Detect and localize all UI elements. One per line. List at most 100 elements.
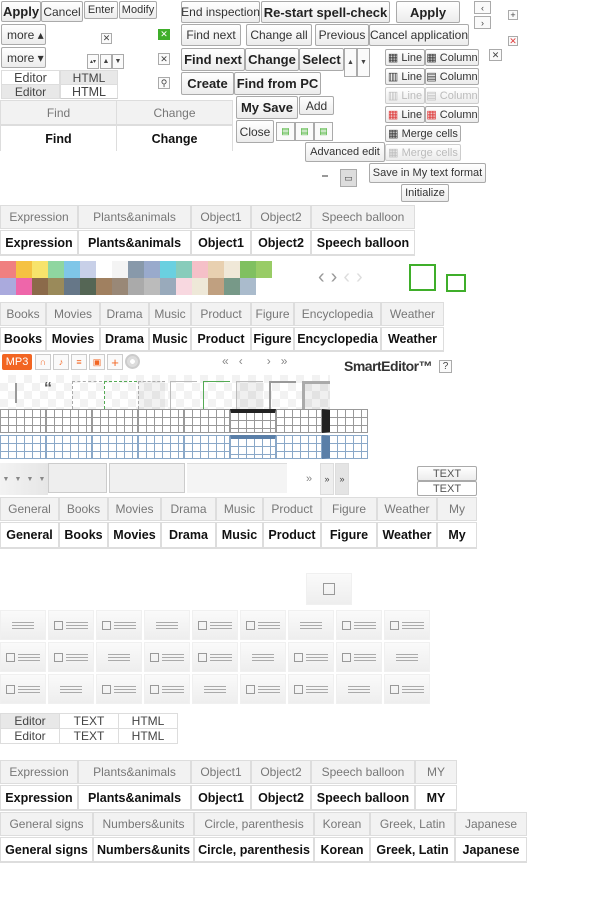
sticker-swatch[interactable] <box>96 261 112 278</box>
image-align-icon[interactable] <box>48 674 94 704</box>
image-align-icon[interactable] <box>96 610 142 640</box>
apply-button[interactable]: Apply <box>396 1 460 23</box>
dropdown-field[interactable] <box>187 463 287 493</box>
close-icon[interactable]: ✕ <box>489 49 502 61</box>
image-align-icon[interactable] <box>192 642 238 672</box>
cancel-application-button[interactable]: Cancel application <box>369 24 469 46</box>
image-align-icon[interactable] <box>336 610 382 640</box>
tab-weather[interactable]: Weather <box>381 302 444 326</box>
quote-solid-shaded-icon[interactable] <box>236 381 263 409</box>
split-column-button[interactable]: ▤ Column <box>425 68 479 85</box>
image-align-icon[interactable] <box>0 610 46 640</box>
image-align-icon[interactable] <box>240 642 286 672</box>
list-icon[interactable]: ≡ <box>71 354 87 370</box>
quote-thick-icon[interactable] <box>269 381 296 409</box>
image-align-icon[interactable] <box>192 610 238 640</box>
tab-music[interactable]: Music <box>149 327 191 352</box>
table-style-option[interactable] <box>230 409 276 433</box>
table-style-option[interactable] <box>46 435 92 459</box>
last-page-icon[interactable]: » <box>280 354 288 368</box>
tab-object1[interactable]: Object1 <box>191 230 251 256</box>
sticker-swatch[interactable] <box>192 261 208 278</box>
create-button[interactable]: Create <box>181 72 234 95</box>
dropdown-field[interactable] <box>109 463 185 493</box>
find-from-pc-button[interactable]: Find from PC <box>234 72 321 95</box>
tab-plants-animals[interactable]: Plants&animals <box>78 760 191 784</box>
sticker-swatch[interactable] <box>48 278 64 295</box>
tab-movies[interactable]: Movies <box>46 327 100 352</box>
more-icon[interactable]: » <box>335 463 349 495</box>
table-style-option[interactable] <box>0 435 46 459</box>
first-page-icon[interactable]: « <box>222 354 229 368</box>
tab-figure[interactable]: Figure <box>321 497 377 521</box>
chevron-down-icon[interactable]: ▼ <box>2 475 10 483</box>
sticker-swatch[interactable] <box>144 261 160 278</box>
tab-general-signs[interactable]: General signs <box>0 837 93 863</box>
close-icon[interactable]: ✕ <box>158 53 170 65</box>
tab-my[interactable]: MY <box>415 785 457 811</box>
sticker-swatch[interactable] <box>240 261 256 278</box>
sticker-swatch[interactable] <box>256 261 272 278</box>
sticker-swatch[interactable] <box>96 278 112 295</box>
delete-row-button[interactable]: ▦ Line <box>385 106 425 123</box>
tab-korean[interactable]: Korean <box>314 837 370 863</box>
dropdown-arrows[interactable]: ▼ ▼ ▼ ▼ <box>0 463 48 495</box>
tab-editor[interactable]: Editor <box>1 70 60 85</box>
sticker-swatch[interactable] <box>16 278 32 295</box>
sticker-swatch[interactable] <box>16 261 32 278</box>
sticker-swatch[interactable] <box>176 261 192 278</box>
tab-movies[interactable]: Movies <box>108 522 161 549</box>
tab-product[interactable]: Product <box>263 497 321 521</box>
tab-drama[interactable]: Drama <box>161 522 216 549</box>
tab-books[interactable]: Books <box>0 302 46 326</box>
prev-page-icon[interactable]: ‹ <box>238 354 243 368</box>
image-align-icon[interactable] <box>288 610 334 640</box>
tab-weather[interactable]: Weather <box>377 522 437 549</box>
sticker-swatch[interactable] <box>224 261 240 278</box>
sticker-swatch[interactable] <box>224 278 240 295</box>
tab-my[interactable]: My <box>437 522 477 549</box>
sticker-swatch[interactable] <box>128 278 144 295</box>
image-align-icon[interactable] <box>336 674 382 704</box>
sticker-swatch[interactable] <box>80 278 96 295</box>
image-align-icon[interactable] <box>144 674 190 704</box>
find-next-button[interactable]: Find next <box>181 24 241 46</box>
close-button[interactable]: Close <box>236 120 274 143</box>
tab-greek-latin[interactable]: Greek, Latin <box>370 812 455 836</box>
apply-button[interactable]: Apply <box>1 1 41 22</box>
tab-movies[interactable]: Movies <box>108 497 161 521</box>
chevron-left-icon[interactable]: ‹ <box>474 1 491 14</box>
save-my-text-format-button[interactable]: Save in My text format <box>369 163 486 183</box>
tab-drama[interactable]: Drama <box>161 497 216 521</box>
table-style-option[interactable] <box>322 409 368 433</box>
tab-expression[interactable]: Expression <box>0 785 78 811</box>
tab-korean[interactable]: Korean <box>314 812 370 836</box>
quote-dashed-icon[interactable] <box>72 381 102 409</box>
tab-change[interactable]: Change <box>116 100 233 125</box>
sticker-swatch[interactable] <box>160 278 176 295</box>
image-align-icon[interactable] <box>0 642 46 672</box>
tab-greek-latin[interactable]: Greek, Latin <box>370 837 455 863</box>
change-all-button[interactable]: Change all <box>246 24 312 46</box>
tab-numbers-units[interactable]: Numbers&units <box>93 812 194 836</box>
quote-bar-icon[interactable] <box>15 383 17 403</box>
sticker-swatch[interactable] <box>32 278 48 295</box>
image-align-icon[interactable] <box>288 674 334 704</box>
insert-column-button[interactable]: ▦ Column <box>425 49 479 66</box>
tab-object1[interactable]: Object1 <box>191 785 251 811</box>
table-style-option[interactable] <box>230 435 276 459</box>
image-align-icon[interactable] <box>288 642 334 672</box>
find-next-button[interactable]: Find next <box>181 48 245 71</box>
close-icon[interactable]: ✕ <box>101 33 112 44</box>
sticker-swatch[interactable] <box>144 278 160 295</box>
my-save-button[interactable]: My Save <box>236 96 298 119</box>
text-button[interactable]: TEXT <box>417 466 477 481</box>
table-style-option[interactable] <box>92 435 138 459</box>
sticker-swatch[interactable] <box>160 261 176 278</box>
sticker-swatch[interactable] <box>64 278 80 295</box>
pagination[interactable]: « ‹ › » <box>222 354 287 368</box>
tab-figure[interactable]: Figure <box>321 522 377 549</box>
restart-spell-check-button[interactable]: Re-start spell-check <box>261 1 390 23</box>
tab-editor[interactable]: Editor <box>0 713 60 729</box>
image-align-icon[interactable] <box>336 642 382 672</box>
